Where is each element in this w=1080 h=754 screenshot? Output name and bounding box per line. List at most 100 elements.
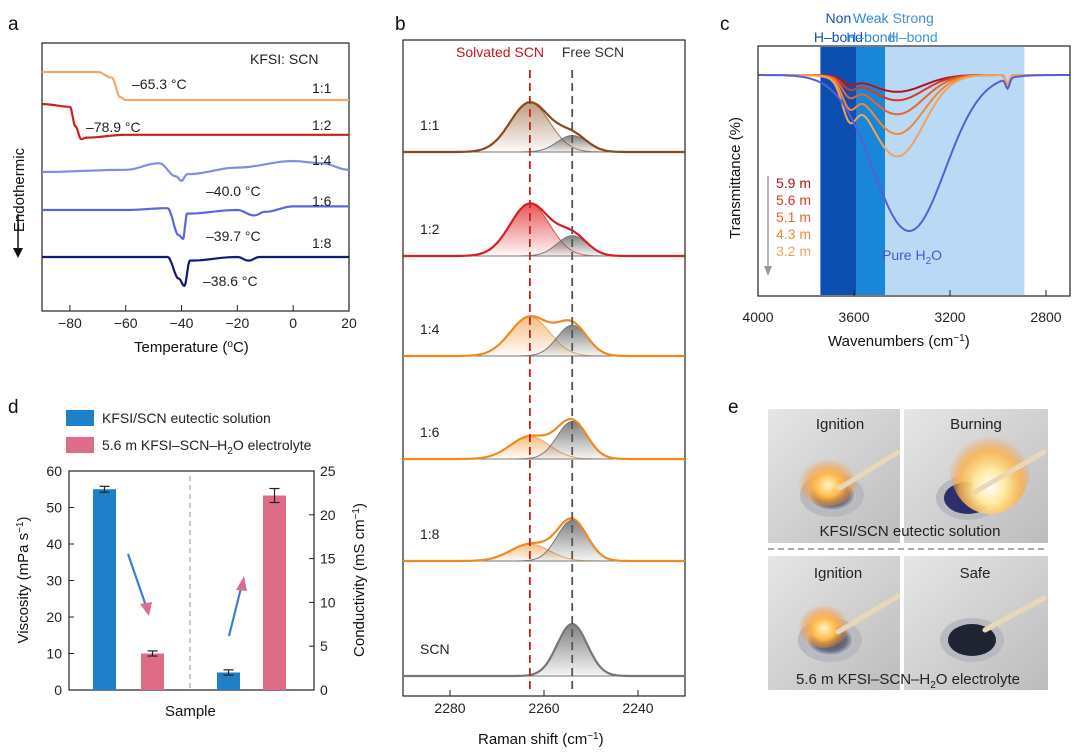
panel-letter-b: b [395, 14, 406, 35]
a-tick-label: −20 [225, 315, 249, 331]
a-series-name: 1:8 [312, 235, 332, 251]
d-tick-label-left: 0 [54, 682, 62, 698]
a-peak-label: –38.6 °C [203, 273, 258, 289]
b-free-peak [403, 420, 685, 460]
photo-ignition-electrolyte: Ignition [768, 556, 901, 690]
panel-d-x-label: Sample [165, 703, 216, 720]
c-region-label-bottom: H–bond [814, 29, 863, 45]
a-series-name: 1:2 [312, 117, 332, 133]
panel-d-arrowhead-up [236, 576, 247, 591]
b-reference-label: Free SCN [562, 44, 624, 60]
b-series-name: 1:6 [420, 424, 440, 440]
c-tick-label: 4000 [742, 309, 773, 325]
panel-a-legend-title: KFSI: SCN [250, 51, 318, 67]
panel-letter-a: a [8, 14, 19, 35]
photo-2-label: Burning [950, 416, 1002, 433]
d-tick-label-right: 0 [320, 682, 328, 698]
d-tick-label-right: 20 [320, 507, 336, 523]
panel-letter-c: c [720, 14, 730, 35]
c-region-label-bottom: H–bond [889, 29, 938, 45]
photo-safe-electrolyte: Safe [904, 556, 1048, 690]
d-tick-label-left: 20 [46, 609, 62, 625]
panel-a-x-ticks: −80 −60 −40 −20 0 20 [58, 305, 357, 331]
d-legend-swatch [66, 410, 94, 426]
panel-c-frame [757, 45, 1071, 297]
b-total-spectrum [403, 622, 685, 678]
panel-d-arrowhead-down [140, 602, 152, 616]
photo-4-label: Safe [960, 565, 991, 582]
a-tick-label: −40 [170, 315, 194, 331]
c-series-line [758, 74, 1070, 233]
panel-letter-d: d [8, 397, 19, 418]
panel-b-series: 1:1 1:2 1:4 1:6 1:8 SCN [403, 101, 685, 678]
panel-b-reference-lines: Solvated SCN Free SCN [456, 44, 624, 694]
panel-c-pure-water-label: Pure H2O [882, 247, 942, 267]
c-region-label-top: Non [826, 10, 852, 26]
c-legend-item: 5.9 m [776, 175, 811, 191]
a-tick-label: −80 [58, 315, 82, 331]
c-region-label-top: Strong [893, 10, 934, 26]
d-tick-label-right: 15 [320, 551, 336, 567]
photo-3-label: Ignition [814, 565, 862, 582]
b-tick-label: 2240 [622, 700, 653, 716]
a-series-name: 1:6 [312, 193, 332, 209]
panel-a-y-label: Endothermic [11, 147, 28, 232]
b-tick-label: 2260 [528, 700, 559, 716]
d-bar [263, 495, 286, 690]
svg-text:Viscosity (mPa s−1): Viscosity (mPa s−1) [15, 517, 32, 644]
panel-letter-e: e [728, 397, 739, 418]
d-tick-label-right: 25 [320, 463, 336, 479]
panel-d-arrow-up [227, 587, 243, 637]
d-legend-label: 5.6 m KFSI–SCN–H2O electrolyte [102, 437, 312, 457]
panel-c-legend-arrowhead [764, 266, 772, 276]
c-legend-item: 4.3 m [776, 226, 811, 242]
d-legend-swatch [66, 437, 94, 453]
panel-d-legend: KFSI/SCN eutectic solution 5.6 m KFSI–SCN… [66, 410, 312, 457]
panel-b-x-ticks: 2280 2260 2240 [434, 690, 654, 716]
d-bar [217, 672, 240, 690]
panel-a-series: –65.3 °C 1:1 –78.9 °C 1:2 –40.0 °C 1:4 –39.7 °… [41, 70, 350, 289]
d-bar [93, 489, 116, 690]
c-legend-item: 5.6 m [776, 192, 811, 208]
c-region-label-bottom: H–bond [846, 29, 895, 45]
c-region-label-top: Weak [853, 10, 890, 26]
a-tick-label: 0 [289, 315, 297, 331]
panel-d-y-label-right: Conductivity (mS cm−1) [351, 503, 368, 657]
panel-c-ftir: Non H–bond Weak H–bond Strong H–bond 4000 3600… [727, 10, 1071, 350]
a-tick-label: −60 [114, 315, 138, 331]
a-series-name: 1:1 [312, 80, 332, 96]
panel-a-x-label: Temperature (oC) [134, 339, 249, 356]
c-tick-label: 2800 [1030, 309, 1061, 325]
photo-1-label: Ignition [816, 416, 864, 433]
panel-b-x-label: Raman shift (cm−1) [478, 731, 604, 748]
panel-c-series [758, 74, 1070, 233]
b-series-name: 1:1 [420, 117, 440, 133]
b-total-spectrum [403, 101, 685, 154]
b-series-name: 1:2 [420, 221, 440, 237]
d-tick-label-left: 10 [46, 646, 62, 662]
d-tick-label-left: 30 [46, 573, 62, 589]
panel-a-y-arrowhead [13, 248, 23, 258]
panel-c-x-label: Wavenumbers (cm−1) [828, 333, 970, 350]
b-total-spectrum [403, 517, 685, 563]
a-peak-label: –65.3 °C [132, 76, 187, 92]
a-tick-label: 20 [341, 315, 357, 331]
b-total-spectrum [403, 314, 685, 358]
d-legend-label: KFSI/SCN eutectic solution [102, 410, 271, 426]
c-region-band [885, 47, 1025, 295]
b-total-spectrum [403, 417, 685, 461]
a-series-line [41, 102, 349, 141]
a-peak-label: –39.7 °C [206, 228, 261, 244]
c-tick-label: 3200 [934, 309, 965, 325]
panel-c-x-ticks: 4000 3600 3200 2800 [742, 290, 1062, 325]
photo-caption-bottom: 5.6 m KFSI–SCN–H2O electrolyte [796, 671, 1020, 691]
b-total-spectrum [403, 202, 685, 258]
b-series-name: 1:8 [420, 526, 440, 542]
a-series-line [41, 159, 350, 182]
panel-c-legend: 5.9 m5.6 m5.1 m4.3 m3.2 m [776, 175, 811, 259]
d-tick-label-left: 50 [46, 500, 62, 516]
panel-d-series [93, 485, 286, 690]
panel-d-bars: KFSI/SCN eutectic solution 5.6 m KFSI–SCN… [15, 410, 368, 720]
d-bar [141, 653, 164, 690]
